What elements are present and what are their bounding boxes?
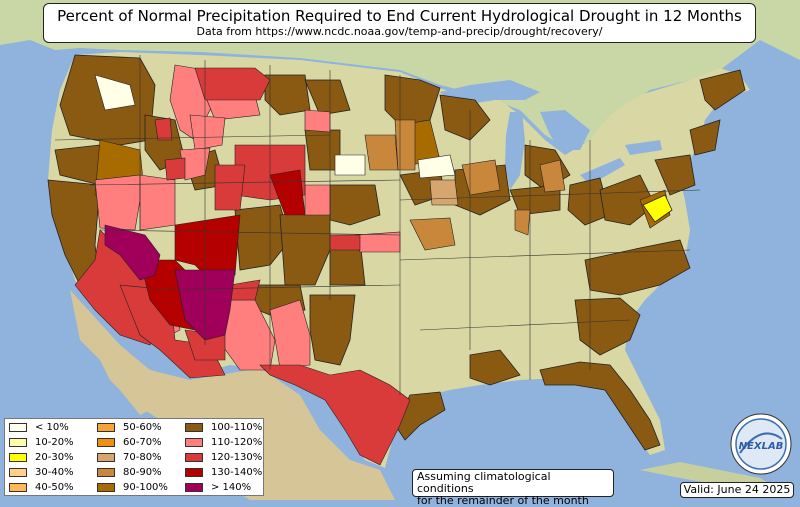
region-110-120 (94, 64, 401, 371)
legend-item: 100-110% (185, 422, 262, 434)
title-box: Percent of Normal Precipitation Required… (43, 3, 756, 43)
state-borders (54, 55, 701, 395)
legend-label: 40-50% (35, 482, 74, 493)
lake-erie (580, 158, 625, 185)
legend-label: 50-60% (123, 422, 162, 433)
lake-superior (440, 80, 540, 104)
legend-swatch (97, 437, 115, 447)
valid-date: Valid: June 24 2025 (680, 482, 794, 498)
legend-item: 10-20% (9, 437, 74, 449)
legend-item: 80-90% (97, 467, 162, 479)
legend-label: 130-140% (211, 467, 263, 478)
legend-swatch (185, 422, 203, 432)
lake-ontario (625, 140, 662, 155)
legend-label: 70-80% (123, 452, 162, 463)
legend-swatch (185, 452, 203, 462)
legend-label: 60-70% (123, 437, 162, 448)
legend-item: 40-50% (9, 482, 74, 494)
region-gt140 (104, 224, 236, 341)
lake-michigan (505, 112, 525, 190)
legend-item: 20-30% (9, 452, 74, 464)
legend-item: 110-120% (185, 437, 262, 449)
legend-item: 130-140% (185, 467, 262, 479)
mexico-land (70, 290, 395, 500)
legend-label: < 10% (35, 422, 69, 433)
legend-swatch (9, 482, 27, 492)
legend-swatch (97, 467, 115, 477)
legend-item: 30-40% (9, 467, 74, 479)
legend-label: 120-130% (211, 452, 263, 463)
legend-item: > 140% (185, 482, 251, 494)
legend-label: > 140% (211, 482, 252, 493)
legend-item: 60-70% (97, 437, 162, 449)
legend-label: 100-110% (211, 422, 263, 433)
legend-swatch (97, 422, 115, 432)
legend: < 10% 10-20% 20-30% 30-40% 40-50% 50-60% 60-70… (4, 418, 264, 496)
map-subtitle: Data from https://www.ncdc.noaa.gov/temp… (196, 25, 603, 38)
region-20-30 (642, 194, 673, 223)
legend-label: 110-120% (211, 437, 263, 448)
nexlab-logo: NEXLAB (730, 413, 792, 475)
legend-label: 90-100% (123, 482, 168, 493)
baja-land (78, 300, 150, 415)
lake-huron (540, 110, 590, 150)
legend-swatch (185, 437, 203, 447)
legend-swatch (9, 467, 27, 477)
legend-swatch (185, 482, 203, 492)
logo-text: NEXLAB (739, 441, 784, 452)
note-line-1: Assuming climatological conditions (417, 470, 551, 495)
legend-swatch (9, 437, 27, 447)
legend-item: < 10% (9, 422, 69, 434)
map-title: Percent of Normal Precipitation Required… (57, 7, 742, 25)
climatology-note: Assuming climatological conditions for t… (412, 469, 614, 507)
region-lt10 (94, 74, 456, 179)
legend-label: 10-20% (35, 437, 74, 448)
legend-swatch (97, 482, 115, 492)
legend-item: 50-60% (97, 422, 162, 434)
legend-swatch (9, 452, 27, 462)
legend-swatch (9, 422, 27, 432)
legend-label: 20-30% (35, 452, 74, 463)
legend-label: 80-90% (123, 467, 162, 478)
legend-item: 120-130% (185, 452, 262, 464)
legend-swatch (97, 452, 115, 462)
region-70-80 (429, 179, 459, 206)
legend-swatch (185, 467, 203, 477)
note-line-2: for the remainder of the month (417, 494, 589, 507)
legend-item: 90-100% (97, 482, 168, 494)
legend-label: 30-40% (35, 467, 74, 478)
legend-item: 70-80% (97, 452, 162, 464)
